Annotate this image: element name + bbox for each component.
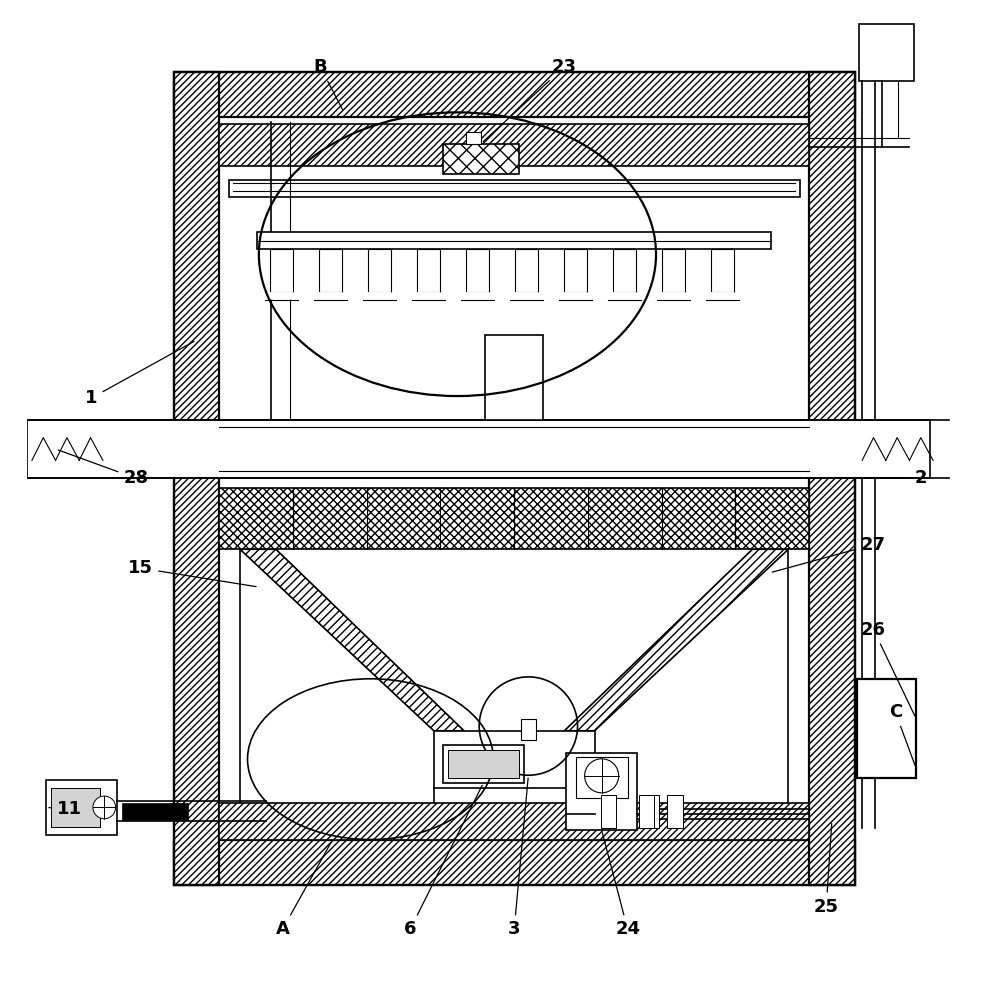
Bar [257, 232, 771, 249]
Bar [466, 249, 489, 292]
Bar [566, 753, 637, 830]
Bar [368, 249, 391, 292]
Bar [174, 72, 855, 885]
Polygon shape [363, 292, 396, 299]
Polygon shape [240, 550, 464, 731]
Bar [174, 72, 855, 117]
Bar [485, 335, 543, 420]
Bar [443, 144, 519, 173]
Text: 11: 11 [49, 800, 82, 819]
Bar [859, 25, 914, 81]
Bar [466, 132, 481, 144]
Text: 26: 26 [861, 621, 915, 716]
Bar [219, 803, 809, 839]
Bar [122, 803, 188, 820]
Polygon shape [706, 292, 739, 299]
Bar [576, 757, 628, 798]
Text: 6: 6 [404, 785, 482, 939]
Bar [434, 731, 595, 839]
Bar [46, 780, 117, 835]
Text: 28: 28 [58, 450, 149, 488]
Polygon shape [657, 292, 690, 299]
Bar [319, 249, 342, 292]
Bar [644, 795, 659, 828]
Text: 1: 1 [85, 342, 194, 407]
Bar [521, 719, 536, 741]
Circle shape [585, 758, 619, 793]
Bar [219, 124, 809, 166]
Bar [613, 249, 636, 292]
Text: 27: 27 [772, 536, 886, 572]
Text: C: C [889, 703, 915, 765]
Bar [51, 788, 100, 827]
Text: 24: 24 [602, 832, 640, 939]
Polygon shape [314, 292, 347, 299]
Bar [857, 679, 916, 778]
Bar [601, 795, 616, 828]
Bar [662, 249, 685, 292]
Bar [219, 488, 809, 550]
Bar [515, 249, 538, 292]
Text: 15: 15 [128, 559, 256, 587]
Bar [417, 249, 440, 292]
Bar [711, 249, 734, 292]
Polygon shape [461, 292, 494, 299]
Bar [564, 249, 587, 292]
Bar [809, 72, 855, 885]
Bar [174, 839, 855, 885]
Bar [270, 249, 293, 292]
Polygon shape [564, 550, 788, 731]
Bar [174, 72, 219, 885]
Bar [229, 180, 800, 197]
Bar [667, 795, 683, 828]
Text: B: B [314, 58, 343, 110]
Text: 2: 2 [835, 469, 927, 488]
Polygon shape [608, 292, 641, 299]
Bar [639, 795, 654, 828]
Text: A: A [276, 842, 331, 939]
Text: 25: 25 [814, 823, 839, 916]
Bar [27, 420, 930, 479]
Text: 3: 3 [508, 778, 528, 939]
Text: 23: 23 [483, 58, 577, 142]
Polygon shape [265, 292, 298, 299]
Polygon shape [510, 292, 543, 299]
Polygon shape [559, 292, 592, 299]
Polygon shape [412, 292, 445, 299]
Circle shape [93, 796, 116, 819]
Bar [448, 750, 519, 778]
Bar [443, 745, 524, 783]
